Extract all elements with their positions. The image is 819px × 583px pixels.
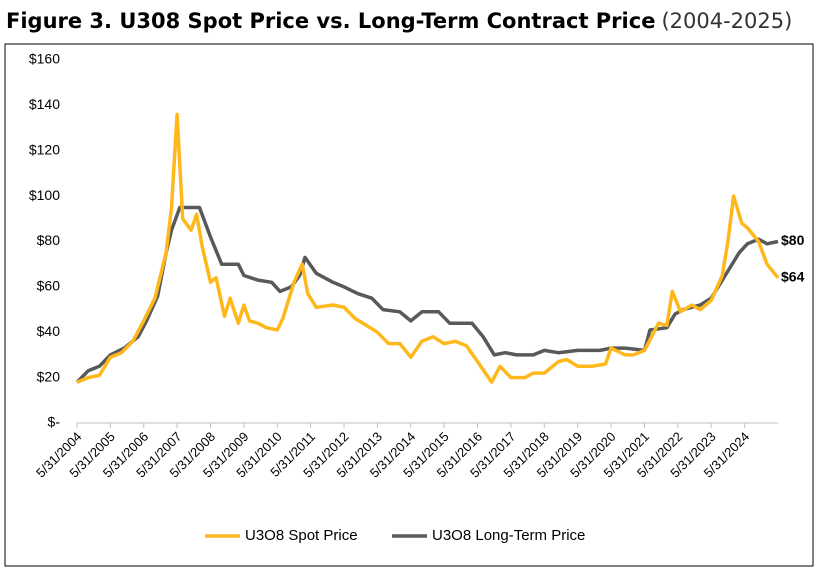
y-tick-label: $60 [37, 278, 61, 294]
chart-title: Figure 3. U308 Spot Price vs. Long-Term … [6, 9, 655, 33]
y-tick-label: $40 [37, 323, 61, 339]
y-tick-label: $120 [29, 141, 60, 157]
y-tick-label: $160 [29, 51, 60, 67]
y-tick-label: $- [48, 414, 61, 430]
end-label: $64 [781, 269, 805, 285]
y-tick-label: $20 [37, 368, 61, 384]
chart-frame [4, 43, 814, 567]
title-line: Figure 3. U308 Spot Price vs. Long-Term … [6, 9, 792, 33]
y-tick-label: $80 [37, 232, 61, 248]
series-line [75, 205, 779, 384]
legend-label: U3O8 Long-Term Price [432, 527, 585, 544]
chart-subtitle: (2004-2025) [661, 9, 792, 33]
y-tick-label: $100 [29, 187, 60, 203]
end-label: $80 [781, 232, 805, 248]
legend-label: U3O8 Spot Price [245, 527, 358, 544]
series-line [76, 112, 780, 384]
y-tick-label: $140 [29, 96, 60, 112]
